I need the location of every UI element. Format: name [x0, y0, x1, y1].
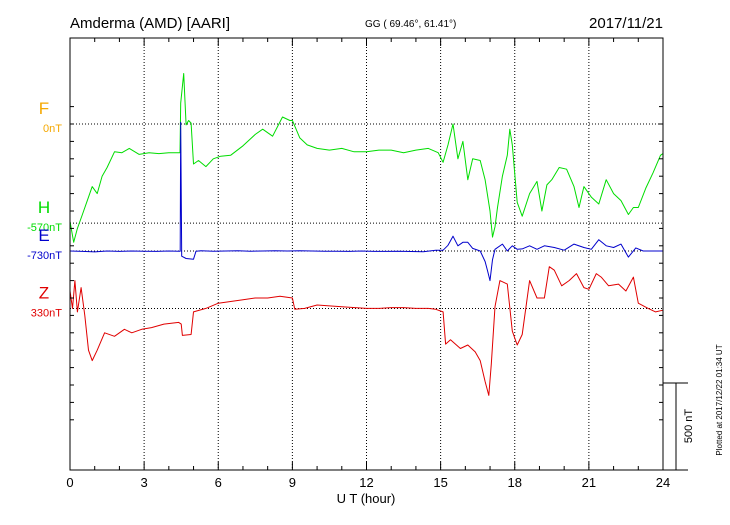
station-title: Amderma (AMD) [AARI] — [70, 15, 230, 32]
series-label-Z: Z — [39, 283, 49, 302]
x-tick-label-6: 6 — [215, 475, 222, 490]
axis-ticks — [69, 38, 664, 470]
x-tick-label-24: 24 — [656, 475, 670, 490]
series-label-H: H — [38, 198, 50, 217]
x-tick-label-3: 3 — [141, 475, 148, 490]
series-label-F: F — [39, 99, 49, 118]
series-offset-F: 0nT — [43, 123, 62, 135]
x-tick-label-0: 0 — [66, 475, 73, 490]
series-offset-H: -570nT — [27, 222, 62, 234]
scale-bar: 500 nT — [663, 382, 695, 471]
x-tick-label-12: 12 — [359, 475, 373, 490]
plotted-note: Plotted at 2017/12/22 01:34 UT — [715, 344, 724, 455]
plot-date: 2017/11/21 — [589, 15, 663, 32]
x-tick-label-18: 18 — [508, 475, 522, 490]
traces — [69, 73, 664, 396]
x-tick-label-15: 15 — [433, 475, 447, 490]
series-E-line — [69, 121, 663, 282]
station-coords: GG ( 69.46°, 61.41°) — [365, 19, 456, 30]
series-offset-Z: 330nT — [31, 307, 62, 319]
x-tick-label-21: 21 — [582, 475, 596, 490]
x-axis-label: U T (hour) — [337, 491, 396, 506]
series-Z-line — [69, 266, 664, 396]
series-label-E: E — [38, 226, 49, 245]
x-tick-label-9: 9 — [289, 475, 296, 490]
series-offset-E: -730nT — [27, 250, 62, 262]
grid — [70, 38, 663, 470]
scale-bar-label: 500 nT — [683, 409, 695, 444]
x-tick-labels: 0 3 6 9 12 15 18 21 24 — [66, 475, 670, 490]
series-H-line — [69, 73, 664, 243]
